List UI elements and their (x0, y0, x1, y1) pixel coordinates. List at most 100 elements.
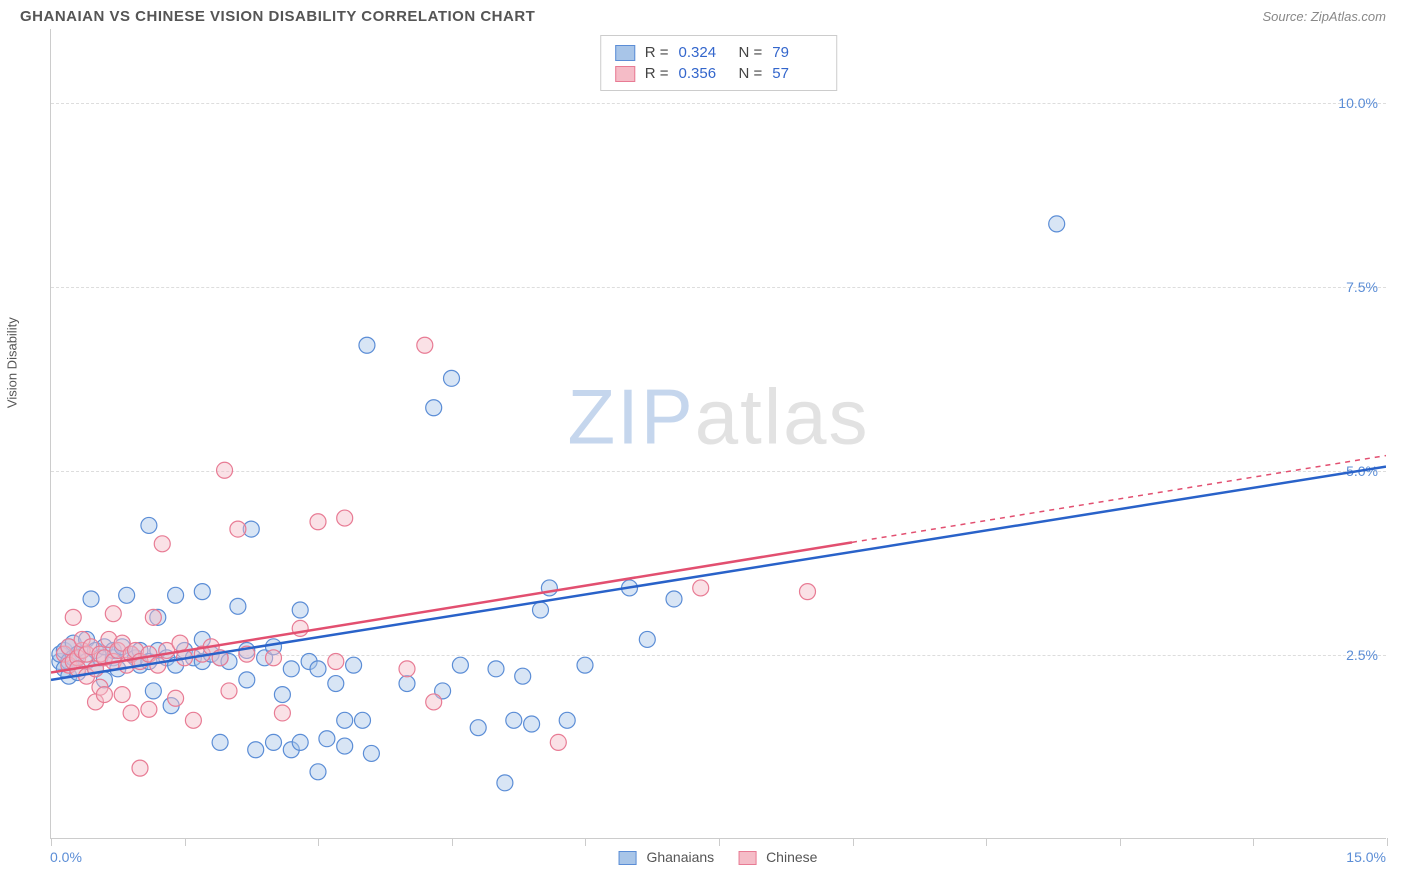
data-point (150, 657, 166, 673)
data-point (105, 606, 121, 622)
data-point (283, 661, 299, 677)
legend-item: Ghanaians (619, 849, 715, 865)
data-point (132, 760, 148, 776)
data-point (399, 676, 415, 692)
data-point (399, 661, 415, 677)
data-point (1049, 216, 1065, 232)
data-point (230, 521, 246, 537)
stats-swatch-icon (615, 66, 635, 82)
data-point (185, 712, 201, 728)
data-point (319, 731, 335, 747)
scatter-svg (51, 29, 1386, 838)
stats-row: R = 0.324 N = 79 (615, 42, 823, 63)
stat-n-value: 57 (772, 65, 822, 82)
data-point (172, 635, 188, 651)
series-legend: Ghanaians Chinese (619, 849, 818, 865)
data-point (239, 672, 255, 688)
data-point (292, 602, 308, 618)
chart-title: GHANAIAN VS CHINESE VISION DISABILITY CO… (20, 8, 535, 25)
legend-swatch-icon (738, 851, 756, 865)
stat-n-label: N = (739, 65, 763, 82)
data-point (266, 734, 282, 750)
data-point (328, 654, 344, 670)
data-point (83, 591, 99, 607)
x-axis-max-label: 15.0% (1346, 849, 1386, 865)
x-tick (986, 838, 987, 846)
x-axis-row: 0.0% Ghanaians Chinese 15.0% (50, 849, 1386, 873)
data-point (274, 687, 290, 703)
x-tick (185, 838, 186, 846)
data-point (417, 337, 433, 353)
data-point (119, 587, 135, 603)
data-point (168, 690, 184, 706)
data-point (337, 712, 353, 728)
data-point (292, 734, 308, 750)
data-point (426, 400, 442, 416)
data-point (559, 712, 575, 728)
data-point (221, 683, 237, 699)
data-point (666, 591, 682, 607)
x-tick (1253, 838, 1254, 846)
stat-n-label: N = (739, 44, 763, 61)
y-axis-label: Vision Disability (5, 317, 20, 408)
legend-label: Ghanaians (646, 849, 714, 865)
data-point (217, 462, 233, 478)
data-point (96, 687, 112, 703)
data-point (123, 705, 139, 721)
data-point (363, 745, 379, 761)
x-tick (452, 838, 453, 846)
data-point (168, 587, 184, 603)
x-tick (51, 838, 52, 846)
data-point (359, 337, 375, 353)
data-point (470, 720, 486, 736)
data-point (194, 584, 210, 600)
data-point (497, 775, 513, 791)
x-tick (1120, 838, 1121, 846)
source-prefix: Source: (1262, 9, 1310, 24)
x-tick (318, 838, 319, 846)
data-point (212, 734, 228, 750)
x-tick (853, 838, 854, 846)
x-tick (719, 838, 720, 846)
stats-swatch-icon (615, 45, 635, 61)
data-point (230, 598, 246, 614)
data-point (145, 609, 161, 625)
data-point (65, 609, 81, 625)
data-point (266, 650, 282, 666)
data-point (337, 738, 353, 754)
data-point (444, 370, 460, 386)
data-point (328, 676, 344, 692)
data-point (141, 517, 157, 533)
stat-r-value: 0.324 (679, 44, 729, 61)
data-point (506, 712, 522, 728)
stat-r-value: 0.356 (679, 65, 729, 82)
trend-line (51, 467, 1386, 680)
data-point (800, 584, 816, 600)
data-point (145, 683, 161, 699)
legend-label: Chinese (766, 849, 817, 865)
stat-r-label: R = (645, 65, 669, 82)
data-point (355, 712, 371, 728)
legend-swatch-icon (619, 851, 637, 865)
trend-line (51, 542, 852, 672)
data-point (154, 536, 170, 552)
data-point (639, 631, 655, 647)
x-tick (1387, 838, 1388, 846)
stats-legend-box: R = 0.324 N = 79 R = 0.356 N = 57 (600, 35, 838, 91)
chart-source: Source: ZipAtlas.com (1262, 9, 1386, 24)
data-point (533, 602, 549, 618)
data-point (114, 687, 130, 703)
legend-item: Chinese (738, 849, 817, 865)
data-point (488, 661, 504, 677)
data-point (346, 657, 362, 673)
data-point (426, 694, 442, 710)
data-point (515, 668, 531, 684)
trend-line-extrapolated (852, 456, 1386, 543)
data-point (248, 742, 264, 758)
stats-row: R = 0.356 N = 57 (615, 63, 823, 84)
data-point (452, 657, 468, 673)
chart-header: GHANAIAN VS CHINESE VISION DISABILITY CO… (0, 0, 1406, 29)
x-tick (585, 838, 586, 846)
data-point (693, 580, 709, 596)
stat-n-value: 79 (772, 44, 822, 61)
